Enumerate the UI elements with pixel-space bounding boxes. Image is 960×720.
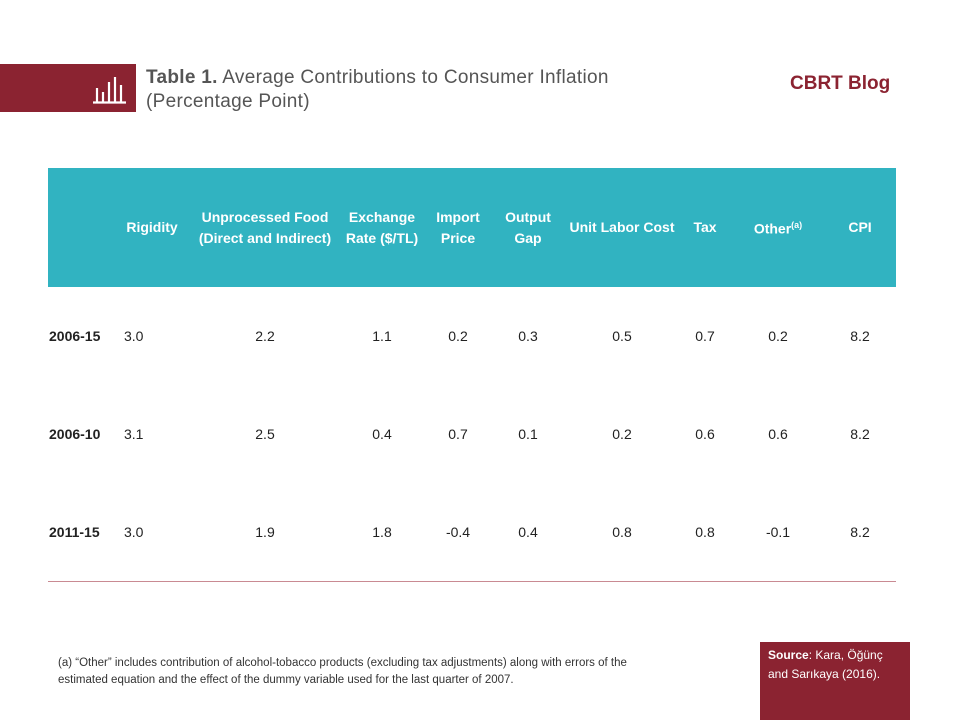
cell-output-gap: 0.1: [518, 426, 538, 442]
footnote: (a) “Other” includes contribution of alc…: [58, 657, 627, 686]
col-header-tax: Tax: [678, 168, 732, 287]
source-box: Source: Kara, Öğünç and Sarıkaya (2016).: [760, 642, 910, 720]
cell-unit-labor-cost: 0.2: [612, 426, 632, 442]
bar-chart-icon: [93, 77, 126, 104]
row-period: 2006-10: [49, 426, 101, 442]
cell-tax: 0.8: [678, 483, 732, 582]
cell-other: 0.2: [768, 328, 788, 344]
cell-exchange-rate: 1.1: [372, 328, 392, 344]
cell-unprocessed-food: 1.9: [192, 483, 338, 582]
table-title-lead: Table 1.: [146, 67, 218, 88]
cell-unprocessed-food: 2.5: [255, 426, 275, 442]
cell-unit-labor-cost: 0.5: [612, 328, 632, 344]
col-header-unprocessed-food: Unprocessed Food (Direct and Indirect): [192, 168, 338, 287]
cell-unprocessed-food: 2.2: [255, 328, 275, 344]
cell-cpi: 8.2: [850, 426, 870, 442]
cell-rigidity: 3.0: [112, 483, 192, 582]
col-header-import-price: Import Price: [426, 168, 490, 287]
cell-import-price: 0.2: [448, 328, 468, 344]
col-header-other: Other(a): [732, 168, 824, 287]
cell-rigidity: 3.0: [124, 328, 144, 344]
cell-tax: 0.6: [695, 426, 715, 442]
cell-exchange-rate: 1.8: [338, 483, 426, 582]
title-band: [0, 64, 136, 112]
col-header-other-note: (a): [791, 220, 803, 231]
cell-cpi: 8.2: [824, 483, 896, 582]
contributions-table: Rigidity Unprocessed Food (Direct and In…: [48, 168, 896, 582]
cell-unit-labor-cost: 0.8: [566, 483, 678, 582]
source-label: Source: [768, 648, 809, 662]
table-title-text: Average Contributions to Consumer Inflat…: [146, 67, 609, 112]
cell-output-gap: 0.4: [490, 483, 566, 582]
table-row: 2006-10 3.1 2.5 0.4 0.7 0.1 0.2 0.6 0.6 …: [48, 385, 896, 483]
table-title: Table 1. Average Contributions to Consum…: [146, 66, 636, 114]
col-header-rigidity: Rigidity: [112, 168, 192, 287]
cell-tax: 0.7: [695, 328, 715, 344]
table-header-row: Rigidity Unprocessed Food (Direct and In…: [48, 168, 896, 287]
table-row: 2011-15 3.0 1.9 1.8 -0.4 0.4 0.8 0.8 -0.…: [48, 483, 896, 582]
cell-rigidity: 3.1: [124, 426, 144, 442]
table-row: 2006-15 3.0 2.2 1.1 0.2 0.3 0.5 0.7 0.2 …: [48, 287, 896, 385]
cell-other: 0.6: [768, 426, 788, 442]
row-period: 2011-15: [48, 483, 112, 582]
col-header-cpi: CPI: [824, 168, 896, 287]
source-text: : Kara, Öğünç and Sarıkaya (2016).: [768, 648, 883, 681]
cell-import-price: -0.4: [426, 483, 490, 582]
cell-import-price: 0.7: [448, 426, 468, 442]
cell-cpi: 8.2: [850, 328, 870, 344]
cell-output-gap: 0.3: [518, 328, 538, 344]
col-header-period: [48, 168, 112, 287]
row-period: 2006-15: [49, 328, 101, 344]
col-header-output-gap: Output Gap: [490, 168, 566, 287]
cell-other: -0.1: [732, 483, 824, 582]
brand-logo-text: CBRT Blog: [790, 73, 891, 94]
cell-exchange-rate: 0.4: [372, 426, 392, 442]
col-header-unit-labor-cost: Unit Labor Cost: [566, 168, 678, 287]
col-header-exchange-rate: Exchange Rate ($/TL): [338, 168, 426, 287]
col-header-other-label: Other: [753, 220, 792, 237]
contributions-table-wrap: Rigidity Unprocessed Food (Direct and In…: [48, 168, 896, 582]
